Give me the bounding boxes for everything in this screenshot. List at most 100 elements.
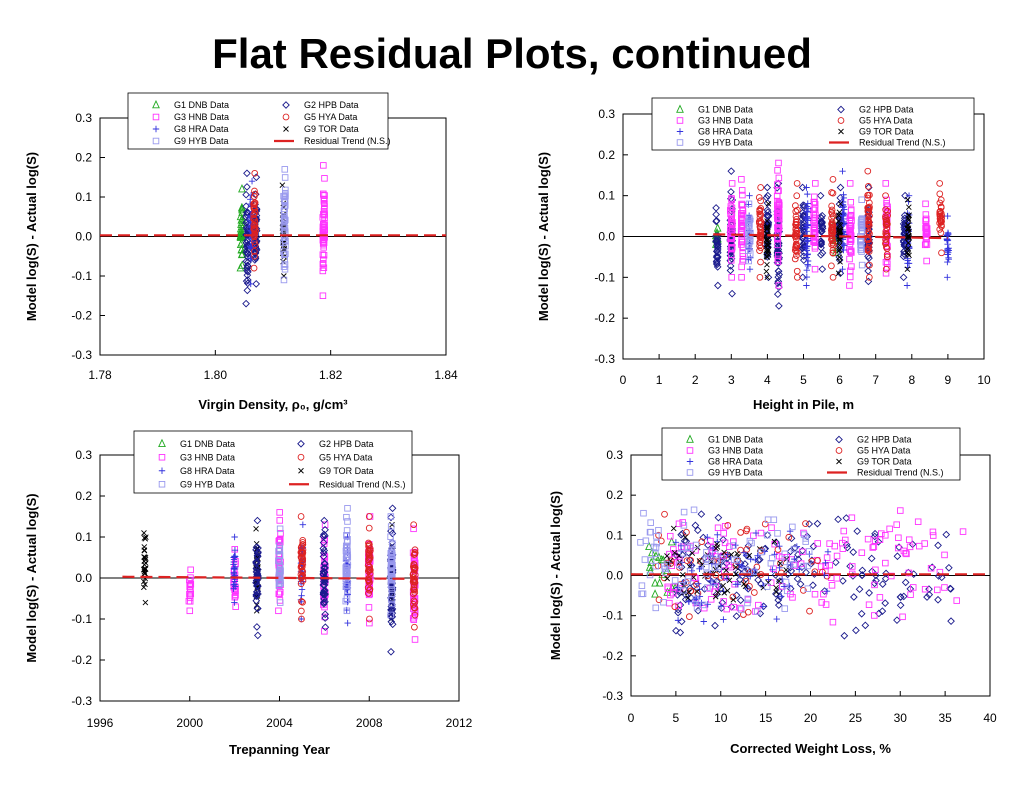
point-g1 bbox=[238, 260, 247, 269]
point-g3 bbox=[870, 543, 878, 550]
point-g9tor bbox=[764, 226, 770, 233]
point-g3 bbox=[727, 207, 734, 214]
point-g9hyb bbox=[388, 549, 396, 557]
point-g2 bbox=[899, 252, 908, 261]
point-g8 bbox=[776, 542, 783, 550]
legend-label: G1 DNB Data bbox=[708, 435, 763, 445]
point-g2 bbox=[773, 243, 782, 252]
point-g9hyb bbox=[388, 577, 396, 584]
point-g5 bbox=[410, 583, 418, 591]
point-g3 bbox=[714, 524, 722, 532]
point-g9hyb bbox=[783, 587, 791, 595]
point-g2 bbox=[840, 631, 849, 640]
point-g3 bbox=[275, 607, 282, 615]
point-g2 bbox=[858, 571, 866, 580]
point-g8 bbox=[230, 569, 238, 576]
point-g5 bbox=[411, 549, 419, 557]
point-g8 bbox=[945, 254, 952, 261]
y-tick-label: -0.3 bbox=[71, 694, 92, 708]
legend-label: G3 HNB Data bbox=[698, 116, 753, 126]
point-g3 bbox=[774, 225, 781, 232]
point-g5 bbox=[937, 229, 945, 237]
point-g2 bbox=[711, 621, 719, 630]
point-g9tor bbox=[730, 596, 737, 603]
point-g1 bbox=[238, 204, 246, 214]
point-g9tor bbox=[142, 599, 149, 606]
point-g2 bbox=[736, 596, 745, 605]
point-g2 bbox=[774, 596, 783, 604]
point-g9tor bbox=[253, 602, 260, 608]
x-tick-label: 25 bbox=[849, 711, 863, 725]
point-g2 bbox=[793, 575, 802, 583]
point-g3 bbox=[320, 190, 327, 198]
point-g9hyb bbox=[642, 537, 650, 545]
point-g9hyb bbox=[704, 555, 712, 562]
point-g5 bbox=[683, 528, 690, 536]
point-g5 bbox=[792, 213, 800, 220]
point-g8 bbox=[823, 587, 831, 595]
x-tick-label: 10 bbox=[977, 373, 991, 387]
x-tick-label: 15 bbox=[759, 711, 773, 725]
point-g8 bbox=[298, 615, 305, 623]
point-g2 bbox=[799, 256, 808, 265]
point-g2 bbox=[899, 273, 908, 282]
point-g8 bbox=[672, 539, 680, 546]
point-g2 bbox=[836, 246, 845, 255]
point-g2 bbox=[817, 250, 825, 259]
x-axis-title: Height in Pile, m bbox=[753, 397, 854, 412]
point-g3 bbox=[775, 220, 783, 228]
x-tick-label: 1.82 bbox=[319, 368, 343, 382]
point-g3 bbox=[787, 590, 794, 598]
point-g9hyb bbox=[276, 599, 284, 606]
point-g5 bbox=[882, 228, 890, 235]
point-g8 bbox=[230, 554, 237, 561]
point-g3 bbox=[847, 248, 854, 256]
y-tick-label: 0.1 bbox=[75, 190, 92, 204]
point-g3 bbox=[726, 543, 733, 550]
y-tick-label: -0.2 bbox=[71, 653, 92, 667]
x-tick-label: 2000 bbox=[176, 716, 203, 730]
point-g2 bbox=[676, 628, 685, 637]
point-g5 bbox=[686, 613, 693, 620]
point-g2 bbox=[800, 248, 808, 257]
point-g5 bbox=[365, 547, 372, 554]
legend-label: G8 HRA Data bbox=[180, 466, 235, 476]
point-g2 bbox=[243, 225, 252, 234]
point-g2 bbox=[243, 183, 251, 191]
point-g2 bbox=[714, 513, 723, 522]
point-g5 bbox=[411, 546, 419, 554]
x-tick-label: 4 bbox=[764, 373, 771, 387]
point-g3 bbox=[232, 592, 239, 600]
point-g9hyb bbox=[663, 560, 671, 568]
point-g1 bbox=[238, 232, 247, 241]
point-g9hyb bbox=[280, 248, 287, 255]
point-g9hyb bbox=[680, 587, 687, 594]
point-g8 bbox=[804, 250, 812, 258]
point-g8 bbox=[740, 549, 748, 556]
point-g3 bbox=[728, 245, 735, 253]
point-g9hyb bbox=[387, 569, 395, 576]
point-g3 bbox=[321, 553, 329, 560]
point-g2 bbox=[243, 249, 252, 258]
point-g8 bbox=[674, 584, 682, 591]
point-g9hyb bbox=[647, 519, 654, 526]
point-g3 bbox=[738, 274, 745, 281]
point-g5 bbox=[938, 214, 945, 222]
point-g3 bbox=[739, 257, 746, 265]
point-g5 bbox=[828, 220, 835, 228]
point-g9hyb bbox=[652, 544, 660, 551]
point-g9tor bbox=[141, 561, 148, 568]
legend-marker-g9tor bbox=[838, 128, 844, 135]
point-g3 bbox=[728, 196, 735, 204]
point-g9tor bbox=[906, 229, 912, 235]
point-g8 bbox=[752, 556, 759, 564]
point-g5 bbox=[792, 208, 800, 215]
point-g9hyb bbox=[858, 220, 866, 227]
point-g9tor bbox=[723, 567, 729, 574]
x-tick-label: 7 bbox=[872, 373, 879, 387]
point-g2 bbox=[713, 246, 722, 255]
point-g2 bbox=[934, 541, 942, 550]
point-g9tor bbox=[904, 222, 911, 228]
point-g5 bbox=[882, 265, 890, 273]
point-g9hyb bbox=[710, 579, 718, 586]
